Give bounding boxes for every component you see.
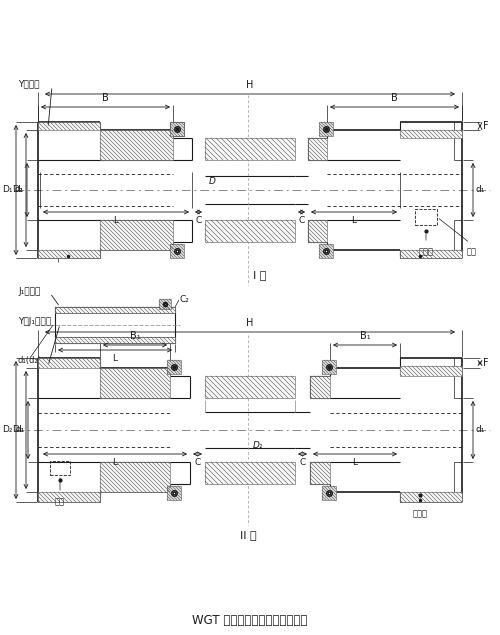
Text: L: L: [352, 458, 358, 467]
Text: I 型: I 型: [254, 270, 266, 280]
Text: D₁: D₁: [253, 441, 264, 450]
Bar: [400, 250, 462, 258]
Bar: [400, 130, 462, 138]
Text: WGT 型接中间套鼓形齿式联轴器: WGT 型接中间套鼓形齿式联轴器: [192, 615, 308, 627]
Bar: [400, 366, 462, 376]
Text: L: L: [112, 354, 117, 363]
Text: d₁: d₁: [476, 185, 486, 194]
Text: D₁: D₁: [2, 185, 13, 194]
Text: C: C: [194, 458, 200, 467]
Bar: [100, 130, 173, 160]
Bar: [308, 220, 327, 242]
Bar: [322, 486, 336, 500]
Text: H: H: [246, 80, 254, 90]
Bar: [100, 220, 173, 250]
Bar: [170, 122, 184, 136]
Text: D: D: [209, 177, 216, 186]
Bar: [310, 376, 330, 398]
Bar: [38, 250, 100, 258]
Text: C: C: [300, 458, 306, 467]
Text: C: C: [298, 216, 304, 225]
Text: D₂: D₂: [2, 425, 13, 434]
Text: B: B: [391, 93, 398, 103]
Bar: [205, 376, 295, 398]
Text: 注油孔: 注油孔: [418, 247, 434, 256]
Bar: [159, 299, 171, 309]
Bar: [310, 462, 330, 484]
Bar: [415, 209, 437, 225]
Text: L: L: [352, 216, 356, 225]
Bar: [38, 122, 100, 130]
Bar: [100, 368, 170, 398]
Text: D₁: D₁: [12, 425, 23, 434]
Text: 标志: 标志: [467, 247, 477, 256]
Text: B₁: B₁: [360, 331, 370, 341]
Text: 标志: 标志: [55, 497, 65, 506]
Text: II 型: II 型: [240, 530, 256, 540]
Text: Y型轴孔: Y型轴孔: [18, 79, 40, 88]
Text: C: C: [196, 216, 202, 225]
Bar: [319, 244, 333, 258]
Text: L: L: [114, 216, 118, 225]
Bar: [308, 138, 327, 160]
Bar: [322, 360, 336, 374]
Bar: [100, 462, 170, 492]
Bar: [170, 244, 184, 258]
Bar: [205, 220, 295, 242]
Text: B₁: B₁: [130, 331, 140, 341]
Text: Y、J₁型轴孔: Y、J₁型轴孔: [18, 318, 51, 326]
Text: F: F: [483, 358, 488, 368]
Text: d₁(d₂): d₁(d₂): [18, 356, 42, 366]
Bar: [167, 486, 181, 500]
Bar: [38, 358, 100, 368]
Text: d₁: d₁: [16, 425, 25, 434]
Bar: [319, 122, 333, 136]
Text: H: H: [246, 318, 254, 328]
Bar: [167, 360, 181, 374]
Text: D₂: D₂: [12, 185, 23, 194]
Bar: [205, 138, 295, 160]
Text: L: L: [112, 458, 117, 467]
Text: d₁: d₁: [476, 425, 486, 434]
Bar: [55, 307, 175, 313]
Text: 注油孔: 注油孔: [412, 509, 428, 518]
Bar: [55, 337, 175, 343]
Bar: [400, 492, 462, 502]
Bar: [38, 492, 100, 502]
Text: C₂: C₂: [180, 295, 190, 304]
Text: J₁型轴孔: J₁型轴孔: [18, 286, 40, 295]
Text: B: B: [102, 93, 109, 103]
Text: F: F: [483, 121, 488, 131]
Bar: [50, 461, 70, 475]
Text: d₁: d₁: [14, 185, 24, 194]
Bar: [205, 462, 295, 484]
